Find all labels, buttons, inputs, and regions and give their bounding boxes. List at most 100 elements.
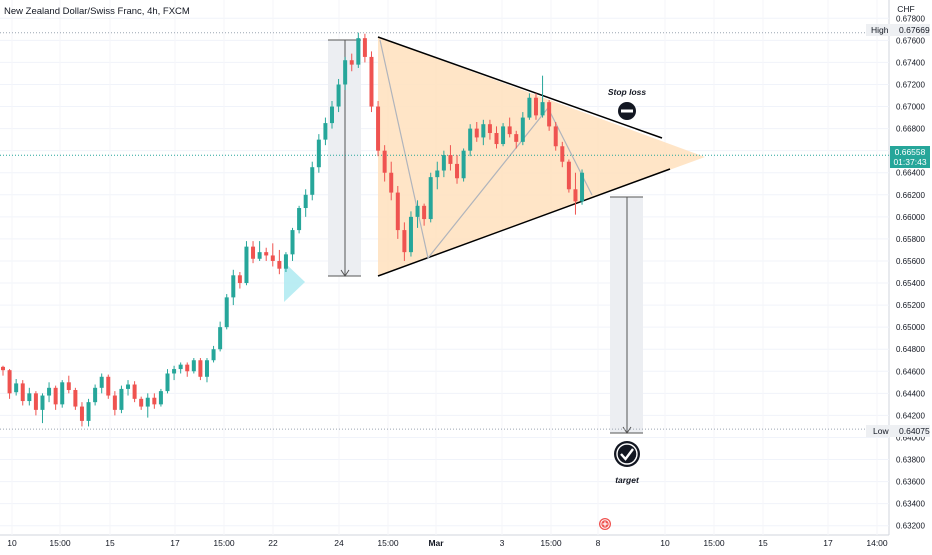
candle-body	[66, 382, 71, 391]
candle	[468, 124, 473, 157]
candle	[198, 358, 203, 381]
candle-body	[251, 246, 256, 259]
candle-body	[211, 349, 216, 361]
time-tick-label: 10	[660, 538, 670, 548]
candle	[448, 145, 453, 171]
candle-body	[7, 370, 12, 394]
candle	[566, 159, 571, 193]
candle-body	[185, 364, 190, 372]
candle	[277, 249, 282, 275]
candle-body	[468, 128, 473, 151]
candle	[152, 393, 157, 409]
add-marker-icon[interactable]	[599, 518, 611, 530]
time-tick-label: 15:00	[213, 538, 235, 548]
candle-body	[435, 170, 440, 178]
high-badge: High 0.67669	[866, 24, 930, 36]
candle-body	[152, 397, 157, 405]
candle-body	[165, 373, 170, 392]
candle-body	[422, 205, 427, 220]
candle-body	[231, 275, 236, 298]
stop-loss-icon	[618, 102, 636, 120]
candle-body	[277, 260, 282, 269]
candle	[461, 148, 466, 182]
candle	[211, 345, 216, 363]
candle-body	[47, 387, 52, 396]
candle-body	[507, 126, 512, 135]
candle	[79, 402, 84, 427]
candle-body	[455, 163, 460, 179]
price-tick-label: 0.63200	[896, 522, 925, 531]
candle	[145, 393, 150, 418]
time-tick-label: 14:00	[866, 538, 888, 548]
time-tick-label: 15	[105, 538, 115, 548]
candle	[395, 185, 400, 239]
candle	[487, 119, 492, 140]
candle	[7, 369, 12, 399]
candle-body	[415, 205, 420, 217]
candle	[533, 93, 538, 120]
candle-body	[395, 192, 400, 231]
time-tick-label: 22	[268, 538, 278, 548]
price-tick-label: 0.67200	[896, 80, 925, 89]
candle-body	[1, 366, 5, 371]
candle-body	[520, 117, 525, 142]
candle-body	[343, 60, 348, 85]
candle	[441, 150, 446, 178]
price-tick-label: 0.67000	[896, 103, 925, 112]
play-marker-icon	[284, 262, 305, 302]
current-price-countdown: 01:37:43	[893, 157, 926, 167]
candle	[224, 294, 229, 330]
candle-body	[303, 194, 308, 209]
chart-title: New Zealand Dollar/Swiss Franc, 4h, FXCM	[4, 6, 190, 17]
price-tick-label: 0.63400	[896, 500, 925, 509]
candle-body	[224, 297, 229, 328]
candle-body	[283, 254, 288, 269]
triangle-lower-trendline[interactable]	[377, 168, 671, 277]
candle-body	[487, 124, 492, 134]
candle	[303, 189, 308, 217]
candle	[251, 241, 256, 264]
candle	[408, 211, 413, 257]
candle	[507, 117, 512, 138]
candle-body	[547, 102, 552, 127]
candle-body	[244, 246, 249, 284]
current-price-badge: 0.66558 01:37:43	[890, 146, 930, 168]
candle	[316, 134, 321, 173]
low-badge: Low 0.64075	[866, 425, 930, 437]
candle-body	[376, 106, 381, 151]
candle-body	[53, 387, 58, 405]
candle-body	[40, 395, 45, 410]
candle-body	[560, 146, 565, 162]
candle-body	[573, 189, 578, 202]
candle-body	[132, 384, 137, 399]
price-tick-label: 0.63800	[896, 456, 925, 465]
candle-body	[33, 393, 38, 410]
candle	[520, 112, 525, 146]
candle-body	[323, 123, 328, 140]
candle-body	[566, 161, 571, 190]
candle-body	[86, 402, 91, 421]
candle	[435, 161, 440, 190]
candle	[501, 123, 506, 147]
candle	[376, 101, 381, 157]
candle-body	[481, 124, 486, 138]
candle	[86, 398, 91, 427]
candle	[290, 227, 295, 261]
price-tick-label: 0.65200	[896, 301, 925, 310]
candle	[474, 121, 479, 142]
candle	[540, 75, 545, 118]
candle-body	[126, 384, 131, 389]
candle-body	[540, 102, 545, 116]
candle-body	[99, 376, 104, 388]
candle	[343, 56, 348, 91]
candle-body	[27, 393, 32, 402]
triangle-upper-trendline[interactable]	[377, 36, 663, 139]
candle	[547, 99, 552, 131]
price-tick-label: 0.66200	[896, 191, 925, 200]
candle-body	[14, 383, 19, 393]
candles-layer	[1, 32, 585, 427]
time-axis[interactable]: 10 15:00 15 17 15:00 22 24 15:00 Mar 3 15:00 8 10 15:…	[7, 538, 888, 548]
candle	[310, 161, 315, 201]
